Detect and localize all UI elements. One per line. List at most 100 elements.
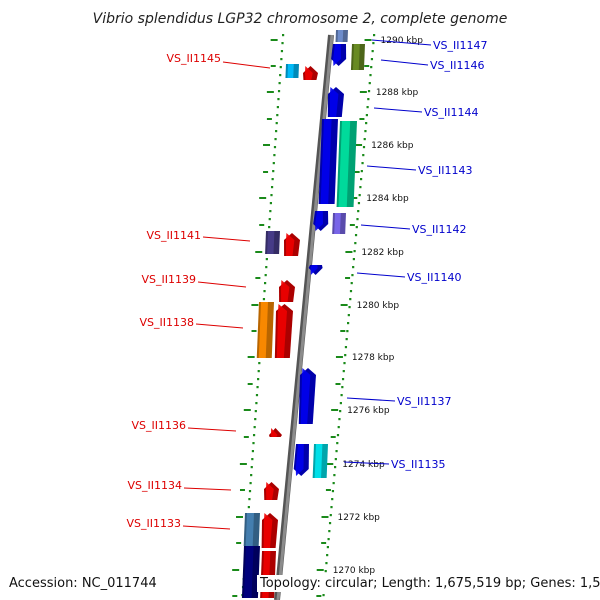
gene-label-text[interactable]: VS_II1137	[397, 395, 452, 408]
ring-dot	[334, 466, 337, 469]
ring-dot	[328, 530, 331, 533]
ring-dot	[279, 74, 282, 77]
gene-label-text[interactable]: VS_II1146	[430, 59, 485, 72]
gene-label-reverse[interactable]: VS_II1133	[127, 517, 231, 530]
ring-dot	[277, 98, 280, 101]
gene-label-text[interactable]: VS_II1138	[140, 316, 195, 329]
gene-label-text[interactable]: VS_II1133	[127, 517, 182, 530]
gene-label-reverse[interactable]: VS_II1141	[147, 229, 251, 242]
gene-label-text[interactable]: VS_II1141	[147, 229, 202, 242]
ring-dot	[251, 458, 254, 461]
gene-label-forward[interactable]: VS_II1137	[346, 395, 452, 408]
ring-dot	[249, 482, 252, 485]
ring-dot	[336, 434, 340, 437]
ring-dot	[255, 394, 259, 397]
gene-label-text[interactable]: VS_II1145	[167, 52, 222, 65]
gene-block-vs-ii1132[interactable]	[241, 546, 260, 598]
gene-label-forward[interactable]: VS_II1146	[380, 59, 485, 72]
gene-block-vs-ii1147[interactable]	[335, 30, 348, 42]
gene-block-vs-ii1141[interactable]	[265, 231, 280, 254]
gene-label-reverse[interactable]: VS_II1145	[167, 52, 271, 69]
ring-dot	[263, 290, 266, 293]
gene-block-vs-ii1144[interactable]	[327, 87, 344, 117]
ring-dot	[255, 402, 258, 405]
gene-block-vs-ii1135a[interactable]	[293, 444, 309, 476]
gene-label-text[interactable]: VS_II1143	[418, 164, 473, 177]
gene-block-vs-ii1145b[interactable]	[303, 66, 318, 80]
gene-label-text[interactable]: VS_II1147	[433, 39, 488, 52]
gene-features[interactable]	[241, 30, 365, 598]
gene-block-vs-ii1135[interactable]	[312, 444, 328, 478]
gene-label-text[interactable]: VS_II1135	[391, 458, 446, 471]
gene-label-reverse[interactable]: VS_II1139	[142, 273, 247, 288]
gene-block-vs-ii1140[interactable]	[308, 265, 323, 275]
gene-labels[interactable]: VS_II1147 VS_II1146 VS_II1144 VS_II1143 VS_I…	[127, 39, 488, 530]
gene-block-vs-ii1133[interactable]	[243, 513, 260, 546]
gene-label-forward[interactable]: VS_II1140	[356, 271, 462, 284]
gene-block-vs-ii1142a[interactable]	[313, 211, 329, 231]
gene-label-text[interactable]: VS_II1144	[424, 106, 479, 119]
gene-block-vs-ii1134[interactable]	[264, 482, 279, 500]
ring-dot	[327, 538, 330, 541]
gene-label-forward[interactable]: VS_II1144	[373, 106, 479, 119]
ring-dot	[268, 218, 271, 221]
gene-label-forward[interactable]: VS_II1135	[343, 458, 446, 471]
ring-dot	[371, 50, 374, 53]
ring-dot	[272, 170, 275, 173]
tick-label-text: 1278 kbp	[352, 353, 395, 363]
ring-dot	[364, 130, 367, 133]
gene-block-vs-ii1146[interactable]	[350, 44, 365, 70]
gene-block-vs-ii1136[interactable]	[269, 428, 282, 437]
gene-highlight	[243, 546, 254, 598]
gene-block-vs-ii1133b[interactable]	[261, 513, 278, 548]
gene-block-vs-ii1141b[interactable]	[284, 233, 300, 256]
ring-dot	[270, 194, 273, 197]
gene-label-text[interactable]: VS_II1139	[142, 273, 197, 286]
ring-dot	[270, 186, 274, 189]
gene-highlight	[333, 44, 341, 66]
tick-label: 1280 kbp	[357, 301, 400, 311]
tick-label-text: 1276 kbp	[347, 406, 390, 416]
ring-dot	[326, 546, 329, 549]
gene-block-vs-ii1143[interactable]	[336, 121, 357, 207]
gene-block-vs-ii1142[interactable]	[332, 213, 346, 234]
ring-dot	[352, 266, 355, 269]
map-title: Vibrio splendidus LGP32 chromosome 2, co…	[93, 11, 508, 27]
ring-dot	[253, 426, 256, 429]
ring-dot	[256, 386, 259, 389]
gene-label-forward[interactable]: VS_II1143	[366, 164, 473, 177]
gene-label-text[interactable]: VS_II1136	[132, 419, 187, 432]
gene-block-vs-ii1138b[interactable]	[274, 304, 293, 358]
gene-block-vs-ii1137[interactable]	[298, 368, 316, 424]
ring-dot	[352, 258, 355, 261]
gene-block-vs-ii1144b[interactable]	[318, 119, 338, 204]
gene-highlight	[286, 233, 295, 256]
leader-line	[343, 461, 390, 465]
tick-label-text: 1272 kbp	[337, 513, 380, 523]
ring-dot	[326, 554, 329, 557]
gene-label-reverse[interactable]: VS_II1138	[140, 316, 244, 329]
gene-label-text[interactable]: VS_II1142	[412, 223, 467, 236]
gene-label-reverse[interactable]: VS_II1136	[132, 419, 237, 432]
tick-label-text: 1270 kbp	[333, 566, 376, 576]
ring-dot	[276, 106, 279, 109]
gene-highlight	[271, 428, 278, 437]
gene-block-vs-ii1139[interactable]	[279, 280, 295, 302]
gene-label-forward[interactable]: VS_II1142	[360, 223, 467, 236]
gene-label-text[interactable]: VS_II1140	[407, 271, 462, 284]
gene-block-vs-ii1138[interactable]	[256, 302, 274, 358]
gene-block-vs-ii1147b[interactable]	[331, 44, 347, 66]
ring-dot	[367, 90, 371, 93]
gene-label-text[interactable]: VS_II1134	[128, 479, 183, 492]
ring-dot	[354, 234, 358, 237]
ring-dot	[251, 450, 255, 453]
gene-block-vs-ii1145[interactable]	[285, 64, 299, 78]
ring-dot	[337, 426, 340, 429]
gene-label-reverse[interactable]: VS_II1134	[128, 479, 232, 492]
ring-dot	[250, 474, 253, 477]
leader-line	[366, 165, 417, 171]
gene-highlight	[300, 368, 311, 424]
gene-label-forward[interactable]: VS_II1147	[371, 39, 488, 52]
